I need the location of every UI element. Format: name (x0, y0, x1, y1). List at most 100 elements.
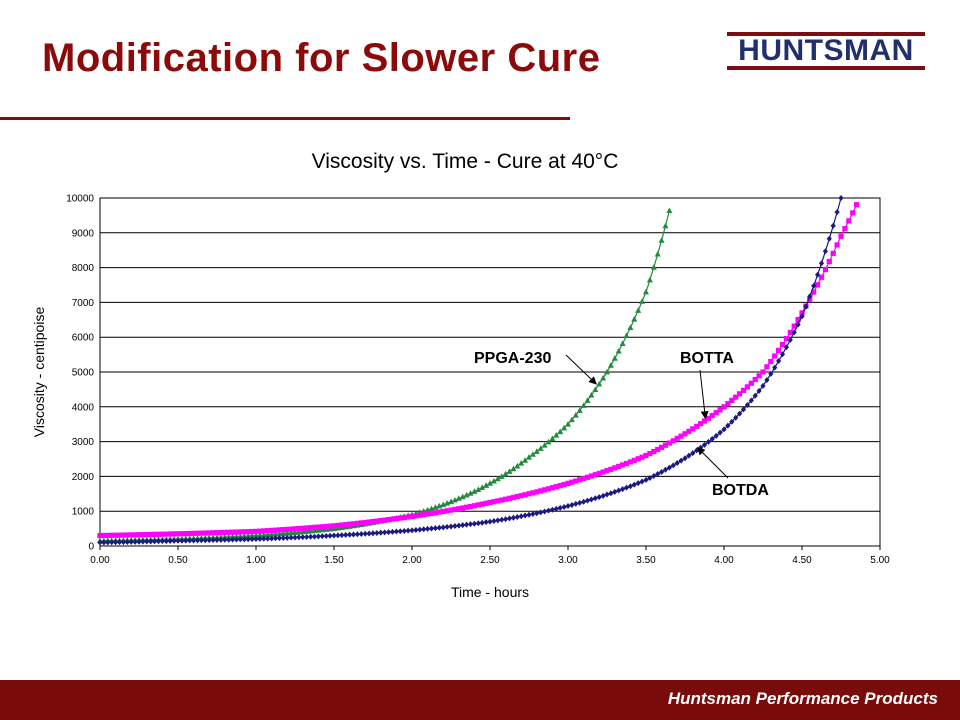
data-point (124, 532, 130, 538)
data-point (370, 518, 376, 525)
data-point (370, 530, 376, 537)
data-point (530, 490, 536, 496)
data-point (654, 250, 661, 257)
data-point (561, 503, 567, 510)
x-tick-label: 1.00 (246, 555, 266, 566)
data-point (132, 532, 138, 538)
data-point (639, 454, 645, 460)
data-point (604, 468, 610, 474)
data-point (561, 424, 568, 431)
data-point (510, 514, 516, 521)
data-point (506, 468, 513, 474)
data-point (608, 490, 614, 497)
data-point (623, 460, 630, 467)
data-point (210, 537, 216, 544)
data-point (850, 210, 856, 216)
y-tick-label: 1000 (72, 507, 95, 518)
data-point (658, 237, 665, 243)
x-tick-label: 3.50 (636, 555, 656, 566)
data-point (795, 316, 801, 323)
data-point (596, 380, 603, 387)
data-point (269, 527, 275, 534)
data-point (682, 455, 688, 462)
data-point (382, 529, 388, 536)
data-point (791, 323, 797, 329)
data-point (444, 523, 450, 530)
data-point (647, 450, 653, 457)
data-point (432, 510, 438, 516)
x-tick-label: 2.50 (480, 555, 500, 566)
data-point (577, 499, 583, 506)
data-point (245, 536, 251, 543)
series-line (99, 210, 670, 542)
data-point (620, 486, 626, 493)
data-point (510, 465, 517, 472)
data-point (440, 524, 446, 531)
y-axis-label: Viscosity - centipoise (31, 307, 47, 438)
data-point (230, 536, 236, 543)
data-point (276, 527, 282, 533)
data-point (163, 531, 169, 537)
data-point (538, 488, 544, 494)
data-point (639, 298, 646, 304)
data-point (768, 370, 774, 377)
data-point (526, 454, 532, 460)
data-point (608, 466, 614, 472)
data-point (772, 353, 778, 359)
data-point (116, 539, 123, 546)
data-point (659, 468, 665, 475)
data-point (604, 491, 610, 498)
data-point (354, 531, 360, 538)
data-point (343, 531, 349, 538)
data-point (413, 513, 419, 519)
data-point (483, 482, 490, 488)
data-point (362, 530, 368, 537)
data-point (140, 532, 146, 538)
data-point (483, 519, 489, 526)
data-point (116, 532, 123, 538)
y-tick-label: 0 (88, 542, 94, 553)
data-point (584, 397, 591, 403)
data-point (471, 520, 477, 527)
logo-bar-top (727, 32, 925, 36)
data-point (522, 457, 529, 463)
data-point (120, 532, 126, 538)
data-point (120, 539, 126, 546)
data-point (779, 341, 786, 348)
data-point (413, 526, 419, 533)
data-point (717, 407, 723, 413)
data-point (417, 526, 423, 533)
huntsman-logo: HUNTSMAN (727, 32, 925, 72)
data-point (288, 534, 294, 541)
data-point (600, 492, 606, 499)
data-point (565, 480, 571, 486)
data-point (518, 513, 524, 520)
data-point (124, 538, 130, 545)
data-point (296, 525, 302, 532)
data-point (737, 391, 743, 397)
data-point (635, 307, 642, 313)
data-point (331, 532, 337, 539)
data-point (686, 452, 692, 459)
data-point (409, 513, 415, 520)
data-point (261, 535, 267, 542)
data-point (682, 431, 688, 437)
data-point (620, 462, 626, 468)
data-point (545, 507, 552, 514)
data-point (444, 508, 450, 514)
y-tick-label: 2000 (72, 472, 95, 483)
data-point (783, 335, 789, 342)
data-point (148, 538, 154, 545)
data-point (557, 504, 563, 511)
data-point (436, 524, 442, 531)
data-point (292, 534, 298, 541)
data-point (300, 525, 306, 531)
data-point (487, 518, 493, 525)
data-point (401, 527, 407, 534)
data-point (311, 524, 318, 530)
data-point (756, 387, 762, 394)
annotation-ppga-230: PPGA-230 (474, 350, 597, 385)
data-point (542, 508, 548, 515)
data-point (795, 321, 801, 328)
annotation-label: BOTTA (680, 350, 734, 367)
